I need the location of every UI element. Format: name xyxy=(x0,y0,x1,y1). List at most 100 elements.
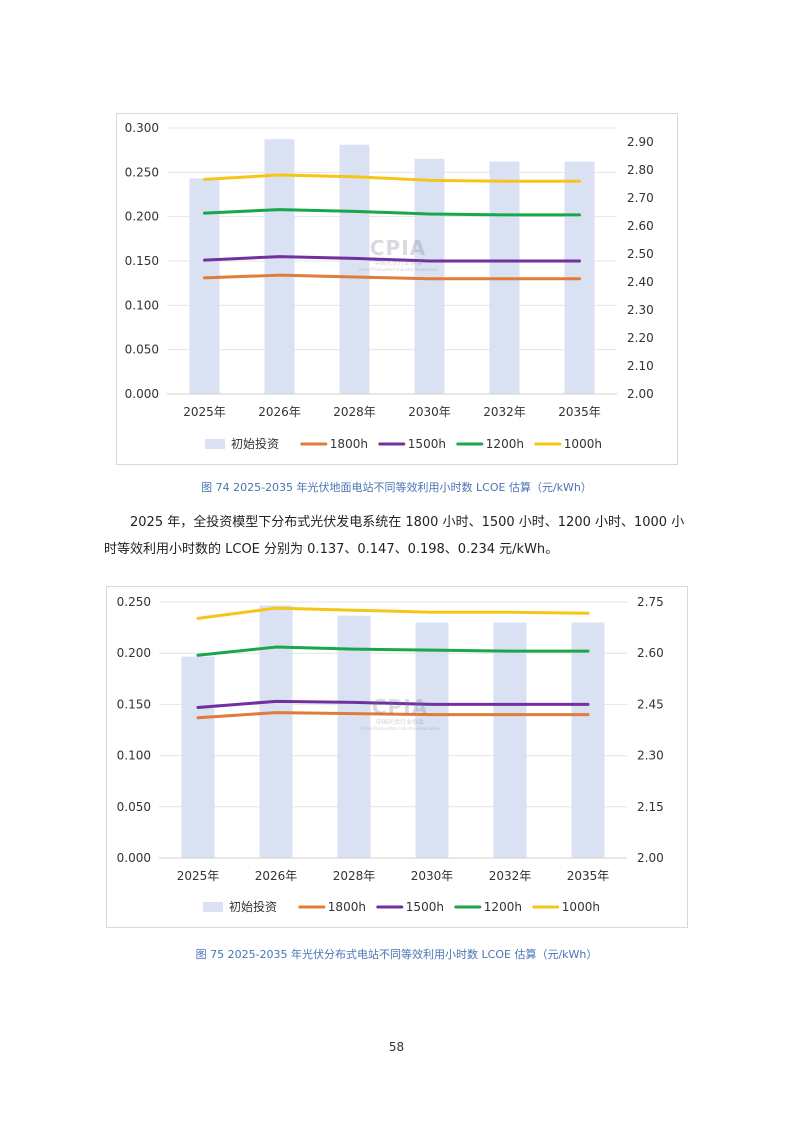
body-paragraph: 2025 年，全投资模型下分布式光伏发电系统在 1800 小时、1500 小时、… xyxy=(104,509,694,563)
left-axis-tick-label: 0.150 xyxy=(117,697,151,711)
chart-fig74: 0.000 0.050 0.100 0.150 0.200 0.250 0.300 2.00 2… xyxy=(116,113,678,465)
data-point-1000h xyxy=(430,611,434,614)
legend-item: 1500h xyxy=(378,437,446,451)
legend-item: 1800h xyxy=(298,900,366,914)
bar-initial-investment xyxy=(264,139,295,394)
data-point-1200h xyxy=(578,213,581,217)
x-axis-tick-label: 2028年 xyxy=(333,405,376,419)
x-axis-tick-label: 2026年 xyxy=(255,869,298,883)
series-line-1000h xyxy=(196,606,590,620)
data-point-1800h xyxy=(428,277,431,280)
series-line-1200h xyxy=(203,208,581,217)
series-line-1800h xyxy=(203,273,581,281)
data-point-1200h xyxy=(428,212,431,216)
data-point-1200h xyxy=(503,213,506,217)
page-number: 58 xyxy=(388,1040,405,1054)
bar-initial-investment xyxy=(181,656,215,858)
bar-initial-investment xyxy=(571,622,605,858)
legend-item: 1000h xyxy=(532,900,600,914)
data-point-1200h xyxy=(430,648,434,652)
right-axis-tick-label: 2.30 xyxy=(637,749,664,763)
data-point-1200h xyxy=(203,211,206,215)
right-axis-tick-label: 2.30 xyxy=(627,303,654,317)
data-point-1200h xyxy=(586,649,590,653)
x-axis-tick-label: 2032年 xyxy=(489,869,532,883)
legend-item: 1800h xyxy=(300,437,368,451)
right-axis-tick-label: 2.45 xyxy=(637,697,664,711)
data-point-1500h xyxy=(352,701,356,704)
series-line-1500h xyxy=(196,699,590,709)
data-point-1800h xyxy=(352,712,356,715)
series-line-1500h xyxy=(203,255,581,263)
data-point-1500h xyxy=(278,255,281,258)
right-axis-tick-label: 2.75 xyxy=(637,595,664,609)
left-axis-tick-label: 0.150 xyxy=(125,254,159,268)
data-point-1000h xyxy=(274,606,278,610)
data-point-1800h xyxy=(353,275,356,279)
left-axis-tick-label: 0.100 xyxy=(125,298,159,312)
figure-caption-75: 图 75 2025-2035 年光伏分布式电站不同等效利用小时数 LCOE 估算… xyxy=(195,948,598,961)
data-point-1200h xyxy=(196,654,200,657)
data-point-1800h xyxy=(196,716,200,719)
legend-item: 1200h xyxy=(456,437,524,451)
left-axis-tick-label: 0.000 xyxy=(117,851,151,865)
x-axis-tick-label: 2035年 xyxy=(558,405,601,419)
data-point-1000h xyxy=(353,175,356,178)
left-axis-tick-label: 0.250 xyxy=(125,165,159,179)
data-point-1000h xyxy=(203,178,206,181)
data-point-1000h xyxy=(196,617,200,620)
legend-label: 1200h xyxy=(484,900,522,914)
data-point-1000h xyxy=(503,180,506,183)
x-axis-tick-label: 2026年 xyxy=(258,405,301,419)
data-point-1800h xyxy=(508,713,512,716)
x-axis-tick-label: 2025年 xyxy=(183,405,226,419)
data-point-1800h xyxy=(578,277,581,280)
data-point-1500h xyxy=(428,259,431,263)
right-axis-tick-label: 2.10 xyxy=(627,359,654,373)
data-point-1500h xyxy=(578,259,581,263)
data-point-1000h xyxy=(278,173,281,177)
chart-fig74-plot: 0.000 0.050 0.100 0.150 0.200 0.250 0.300 2.00 2… xyxy=(125,121,654,451)
left-axis-tick-label: 0.050 xyxy=(117,800,151,814)
legend-label: 1000h xyxy=(562,900,600,914)
legend-item: 1500h xyxy=(376,900,444,914)
left-axis-tick-label: 0.100 xyxy=(117,749,151,763)
series-line-1200h xyxy=(196,645,590,657)
data-point-1500h xyxy=(196,706,200,709)
bar-initial-investment xyxy=(337,615,371,858)
bar-initial-investment xyxy=(339,144,370,394)
data-point-1500h xyxy=(430,703,434,706)
legend-label: 1500h xyxy=(408,437,446,451)
right-axis-tick-label: 2.00 xyxy=(627,387,654,401)
bar-initial-investment xyxy=(189,178,220,394)
x-axis-tick-label: 2032年 xyxy=(483,405,526,419)
bar-initial-investment xyxy=(415,622,449,858)
bar-initial-investment xyxy=(493,622,527,858)
legend-label: 初始投资 xyxy=(231,436,279,451)
legend-item: 初始投资 xyxy=(205,436,279,451)
legend-label: 1800h xyxy=(328,900,366,914)
data-point-1500h xyxy=(203,258,206,262)
paragraph-line-1: 2025 年，全投资模型下分布式光伏发电系统在 1800 小时、1500 小时、… xyxy=(130,515,685,530)
right-axis-tick-label: 2.15 xyxy=(637,800,664,814)
data-point-1500h xyxy=(503,259,506,263)
data-point-1500h xyxy=(586,703,590,706)
data-point-1200h xyxy=(352,647,356,651)
bar-initial-investment xyxy=(259,605,293,858)
data-point-1500h xyxy=(353,257,356,260)
data-point-1800h xyxy=(503,277,506,280)
data-point-1200h xyxy=(278,208,281,211)
x-axis-tick-label: 2035年 xyxy=(567,869,610,883)
data-point-1200h xyxy=(274,645,278,649)
chart-fig75: 0.000 0.050 0.100 0.150 0.200 0.250 2.00 2.15 2.… xyxy=(106,586,688,928)
right-axis-tick-label: 2.60 xyxy=(637,646,664,660)
legend-label: 1200h xyxy=(486,437,524,451)
x-axis-tick-label: 2028年 xyxy=(333,869,376,883)
data-point-1800h xyxy=(586,713,590,716)
left-axis-tick-label: 0.200 xyxy=(117,646,151,660)
right-axis-tick-label: 2.90 xyxy=(627,135,654,149)
legend-item: 1000h xyxy=(534,437,602,451)
left-axis-tick-label: 0.200 xyxy=(125,210,159,224)
data-point-1800h xyxy=(430,713,434,716)
data-point-1500h xyxy=(274,700,278,703)
